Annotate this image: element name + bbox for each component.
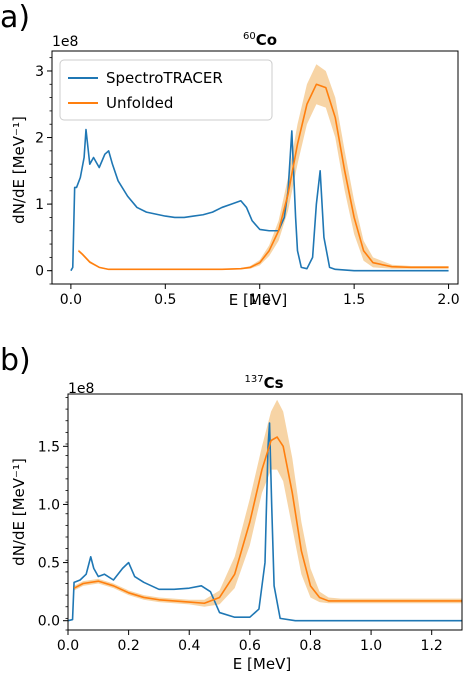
panel-b-ytick-label: 0.0 — [38, 614, 60, 630]
panel-a-unfolded-band — [78, 64, 449, 271]
panel-a-letter: a) — [0, 0, 30, 35]
panel-a-ytick-label: 3 — [35, 64, 44, 80]
panel-b-ytick-label: 1.5 — [38, 439, 60, 455]
panel-a-xtick-label: 2.0 — [437, 292, 459, 308]
panel-b-xtick-label: 1.0 — [360, 638, 382, 654]
panel-b-letter: b) — [0, 343, 31, 378]
legend-label-unfolded: Unfolded — [106, 94, 173, 112]
panel-b-xtick-label: 0.2 — [117, 638, 139, 654]
panel-b-spectrotracer-line — [68, 422, 462, 622]
panel-b-xtick-label: 0.6 — [239, 638, 261, 654]
legend-label-spectrotracer: SpectroTRACER — [106, 69, 223, 87]
panel-b-ylabel: dN/dE [MeV⁻¹] — [10, 458, 28, 566]
panel-a-xtick-label: 1.5 — [343, 292, 365, 308]
panel-a-unfolded-line — [77, 83, 449, 271]
panel-b-title-sup: 137 — [244, 374, 263, 385]
panel-b-ytick-label: 1.0 — [38, 497, 60, 513]
panel-a-xlabel: E [MeV] — [229, 291, 287, 309]
panel-b-xlabel: E [MeV] — [233, 655, 291, 673]
panel-a-ytick-label: 1 — [35, 197, 44, 213]
panel-a-title-sup: 60 — [243, 31, 256, 42]
panel-b-xtick-label: 0.8 — [299, 638, 321, 654]
panel-b-xtick-label: 1.2 — [421, 638, 443, 654]
panel-b-ytick-label: 0.5 — [38, 556, 60, 572]
legend: SpectroTRACER Unfolded — [59, 59, 273, 121]
panel-b-unfolded-line — [73, 436, 462, 605]
panel-b-xtick-label: 0.4 — [178, 638, 200, 654]
panel-a-xtick-label: 1.0 — [249, 292, 271, 308]
panel-b-unfolded-band — [74, 399, 462, 607]
panel-a-xtick-label: 0.5 — [154, 292, 176, 308]
panel-a-xtick-label: 0.0 — [60, 292, 82, 308]
panel-a-title-main: Co — [256, 31, 277, 49]
panel-b-title-main: Cs — [264, 374, 284, 392]
panel-a-plot: 0.0 0.5 1.0 1.5 2.0 0 1 2 3 — [35, 50, 460, 308]
panel-b-title: 137Cs — [244, 374, 283, 392]
panel-a-ylabel: dN/dE [MeV⁻¹] — [10, 116, 28, 224]
panel-a-ytick-label: 2 — [35, 131, 44, 147]
panel-a-multiplier: 1e8 — [52, 34, 78, 50]
panel-b-frame — [67, 393, 463, 631]
panel-b-multiplier: 1e8 — [68, 381, 94, 397]
panel-a-frame — [51, 50, 459, 285]
panel-a-spectrotracer-line — [70, 128, 449, 272]
panel-a-ytick-label: 0 — [35, 264, 44, 280]
panel-b-xtick-label: 0.0 — [57, 638, 79, 654]
panel-b-plot: 0.0 0.2 0.4 0.6 0.8 1.0 1.2 0.0 0.5 1.0 1.5 — [38, 393, 463, 654]
panel-a-title: 60Co — [243, 31, 277, 49]
legend-frame — [59, 59, 273, 121]
